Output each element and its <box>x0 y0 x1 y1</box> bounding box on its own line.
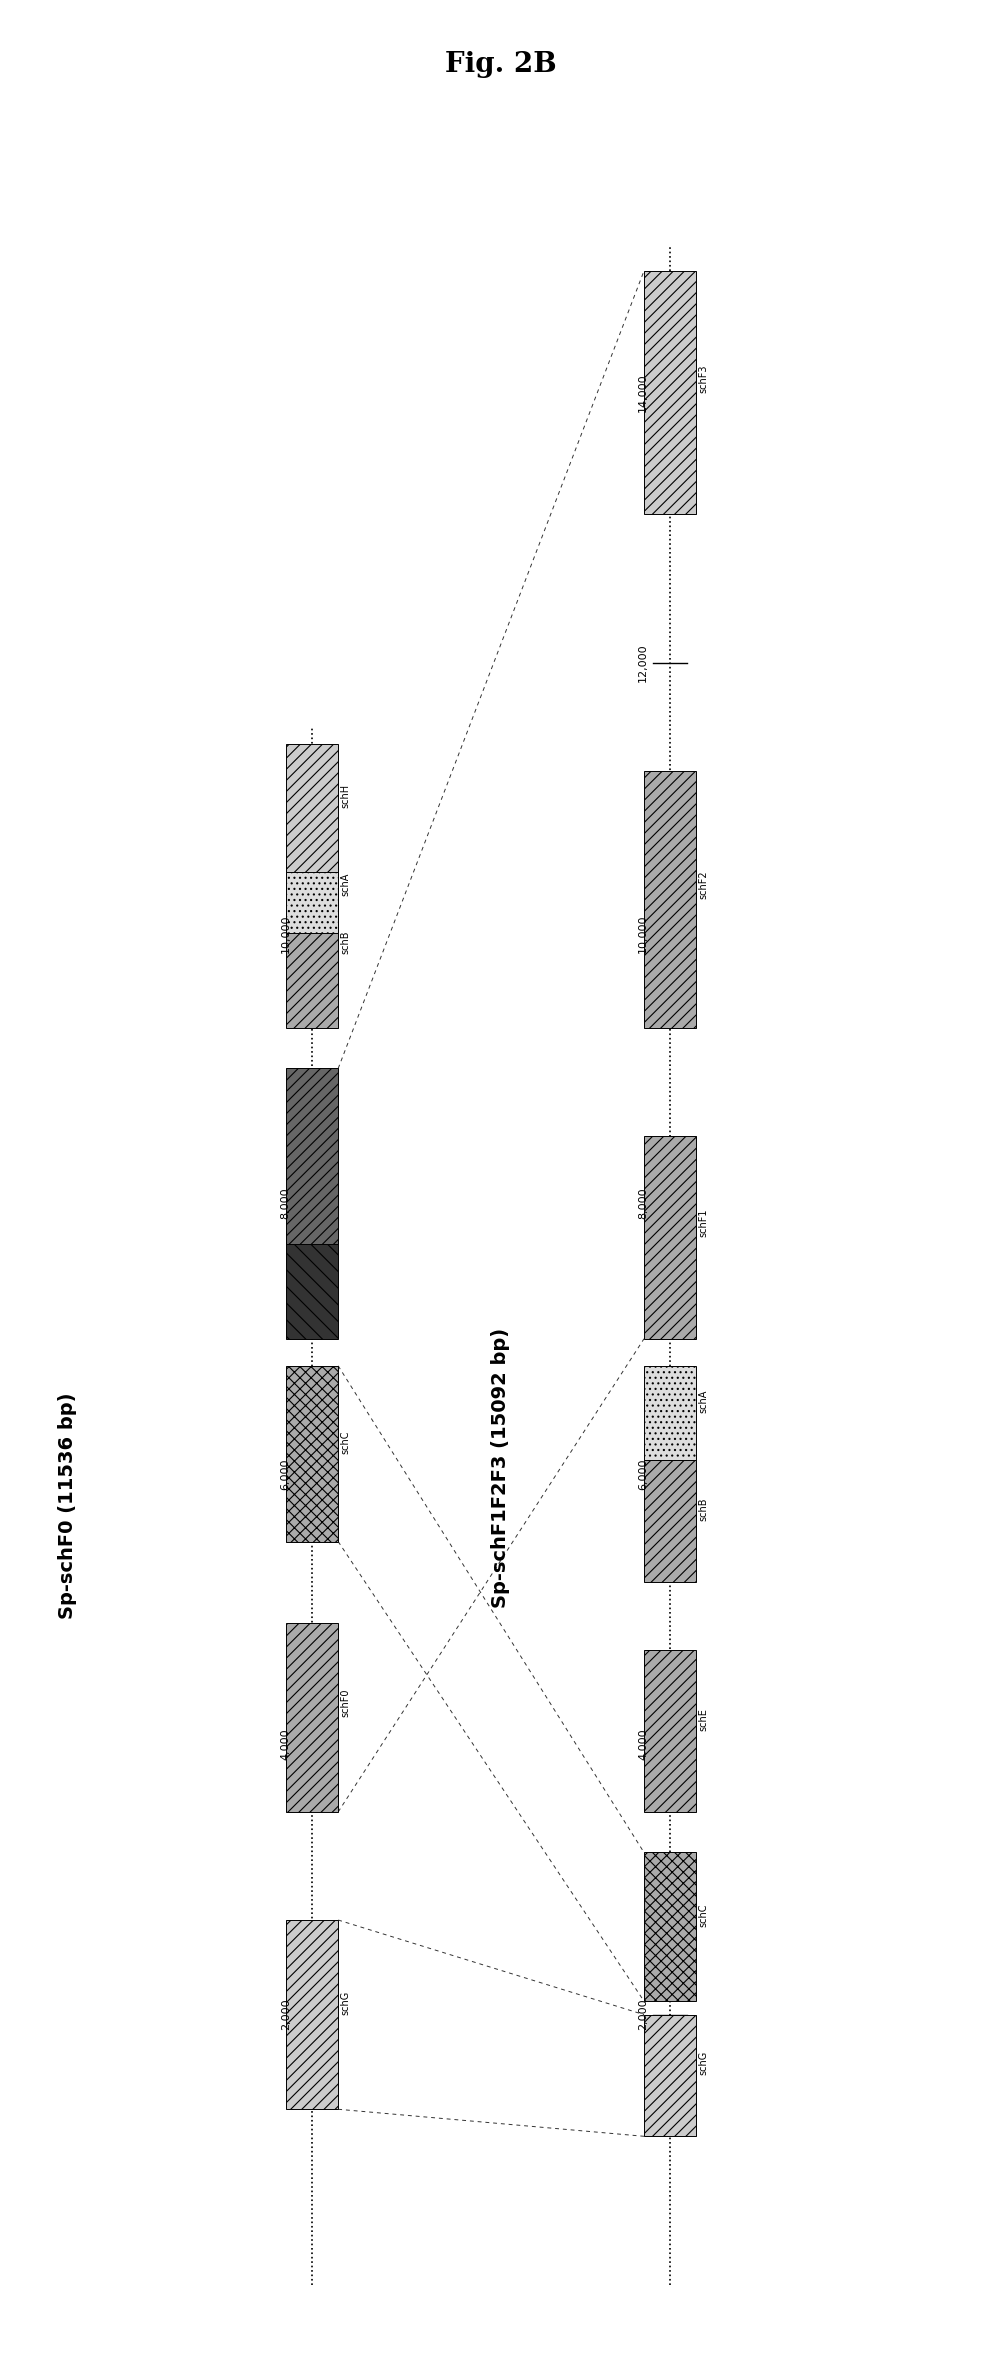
Bar <box>644 771 696 1028</box>
Bar <box>286 1623 338 1813</box>
Bar <box>286 1232 338 1338</box>
Bar <box>644 271 696 515</box>
Text: 4,000: 4,000 <box>280 1728 290 1761</box>
Text: schA: schA <box>340 873 350 897</box>
Bar <box>286 745 338 873</box>
Bar <box>286 1068 338 1243</box>
Bar <box>644 1853 696 2000</box>
Text: 2,000: 2,000 <box>639 1998 649 2031</box>
Text: schC: schC <box>699 1903 709 1927</box>
Text: schF0: schF0 <box>340 1690 350 1718</box>
Text: 4,000: 4,000 <box>639 1728 649 1761</box>
Text: Fig. 2B: Fig. 2B <box>444 50 557 78</box>
Text: schF1: schF1 <box>699 1208 709 1236</box>
Bar <box>644 1137 696 1338</box>
Text: schG: schG <box>340 1991 350 2015</box>
Text: schH: schH <box>340 783 350 809</box>
Text: 6,000: 6,000 <box>639 1459 649 1490</box>
Text: Sp-schF1F2F3 (15092 bp): Sp-schF1F2F3 (15092 bp) <box>491 1327 510 1609</box>
Text: 10,000: 10,000 <box>639 914 649 952</box>
Bar <box>644 2015 696 2136</box>
Text: schB: schB <box>340 930 350 954</box>
Text: schE: schE <box>699 1709 709 1730</box>
Text: schF2: schF2 <box>699 871 709 899</box>
Text: schF3: schF3 <box>699 363 709 392</box>
Text: 8,000: 8,000 <box>280 1189 290 1220</box>
Text: 10,000: 10,000 <box>280 914 290 952</box>
Text: 14,000: 14,000 <box>639 373 649 413</box>
Bar <box>286 1920 338 2110</box>
Text: schC: schC <box>340 1431 350 1455</box>
Bar <box>286 880 338 1028</box>
Text: schG: schG <box>699 2050 709 2076</box>
Text: 12,000: 12,000 <box>639 643 649 683</box>
Text: 8,000: 8,000 <box>639 1189 649 1220</box>
Text: 2,000: 2,000 <box>280 1998 290 2031</box>
Bar <box>644 1367 696 1459</box>
Text: Sp-schF0 (11536 bp): Sp-schF0 (11536 bp) <box>58 1393 77 1618</box>
Text: 6,000: 6,000 <box>280 1459 290 1490</box>
Bar <box>644 1649 696 1813</box>
Bar <box>644 1459 696 1583</box>
Bar <box>286 1367 338 1542</box>
Bar <box>286 859 338 933</box>
Text: schB: schB <box>699 1497 709 1521</box>
Text: schA: schA <box>699 1391 709 1414</box>
